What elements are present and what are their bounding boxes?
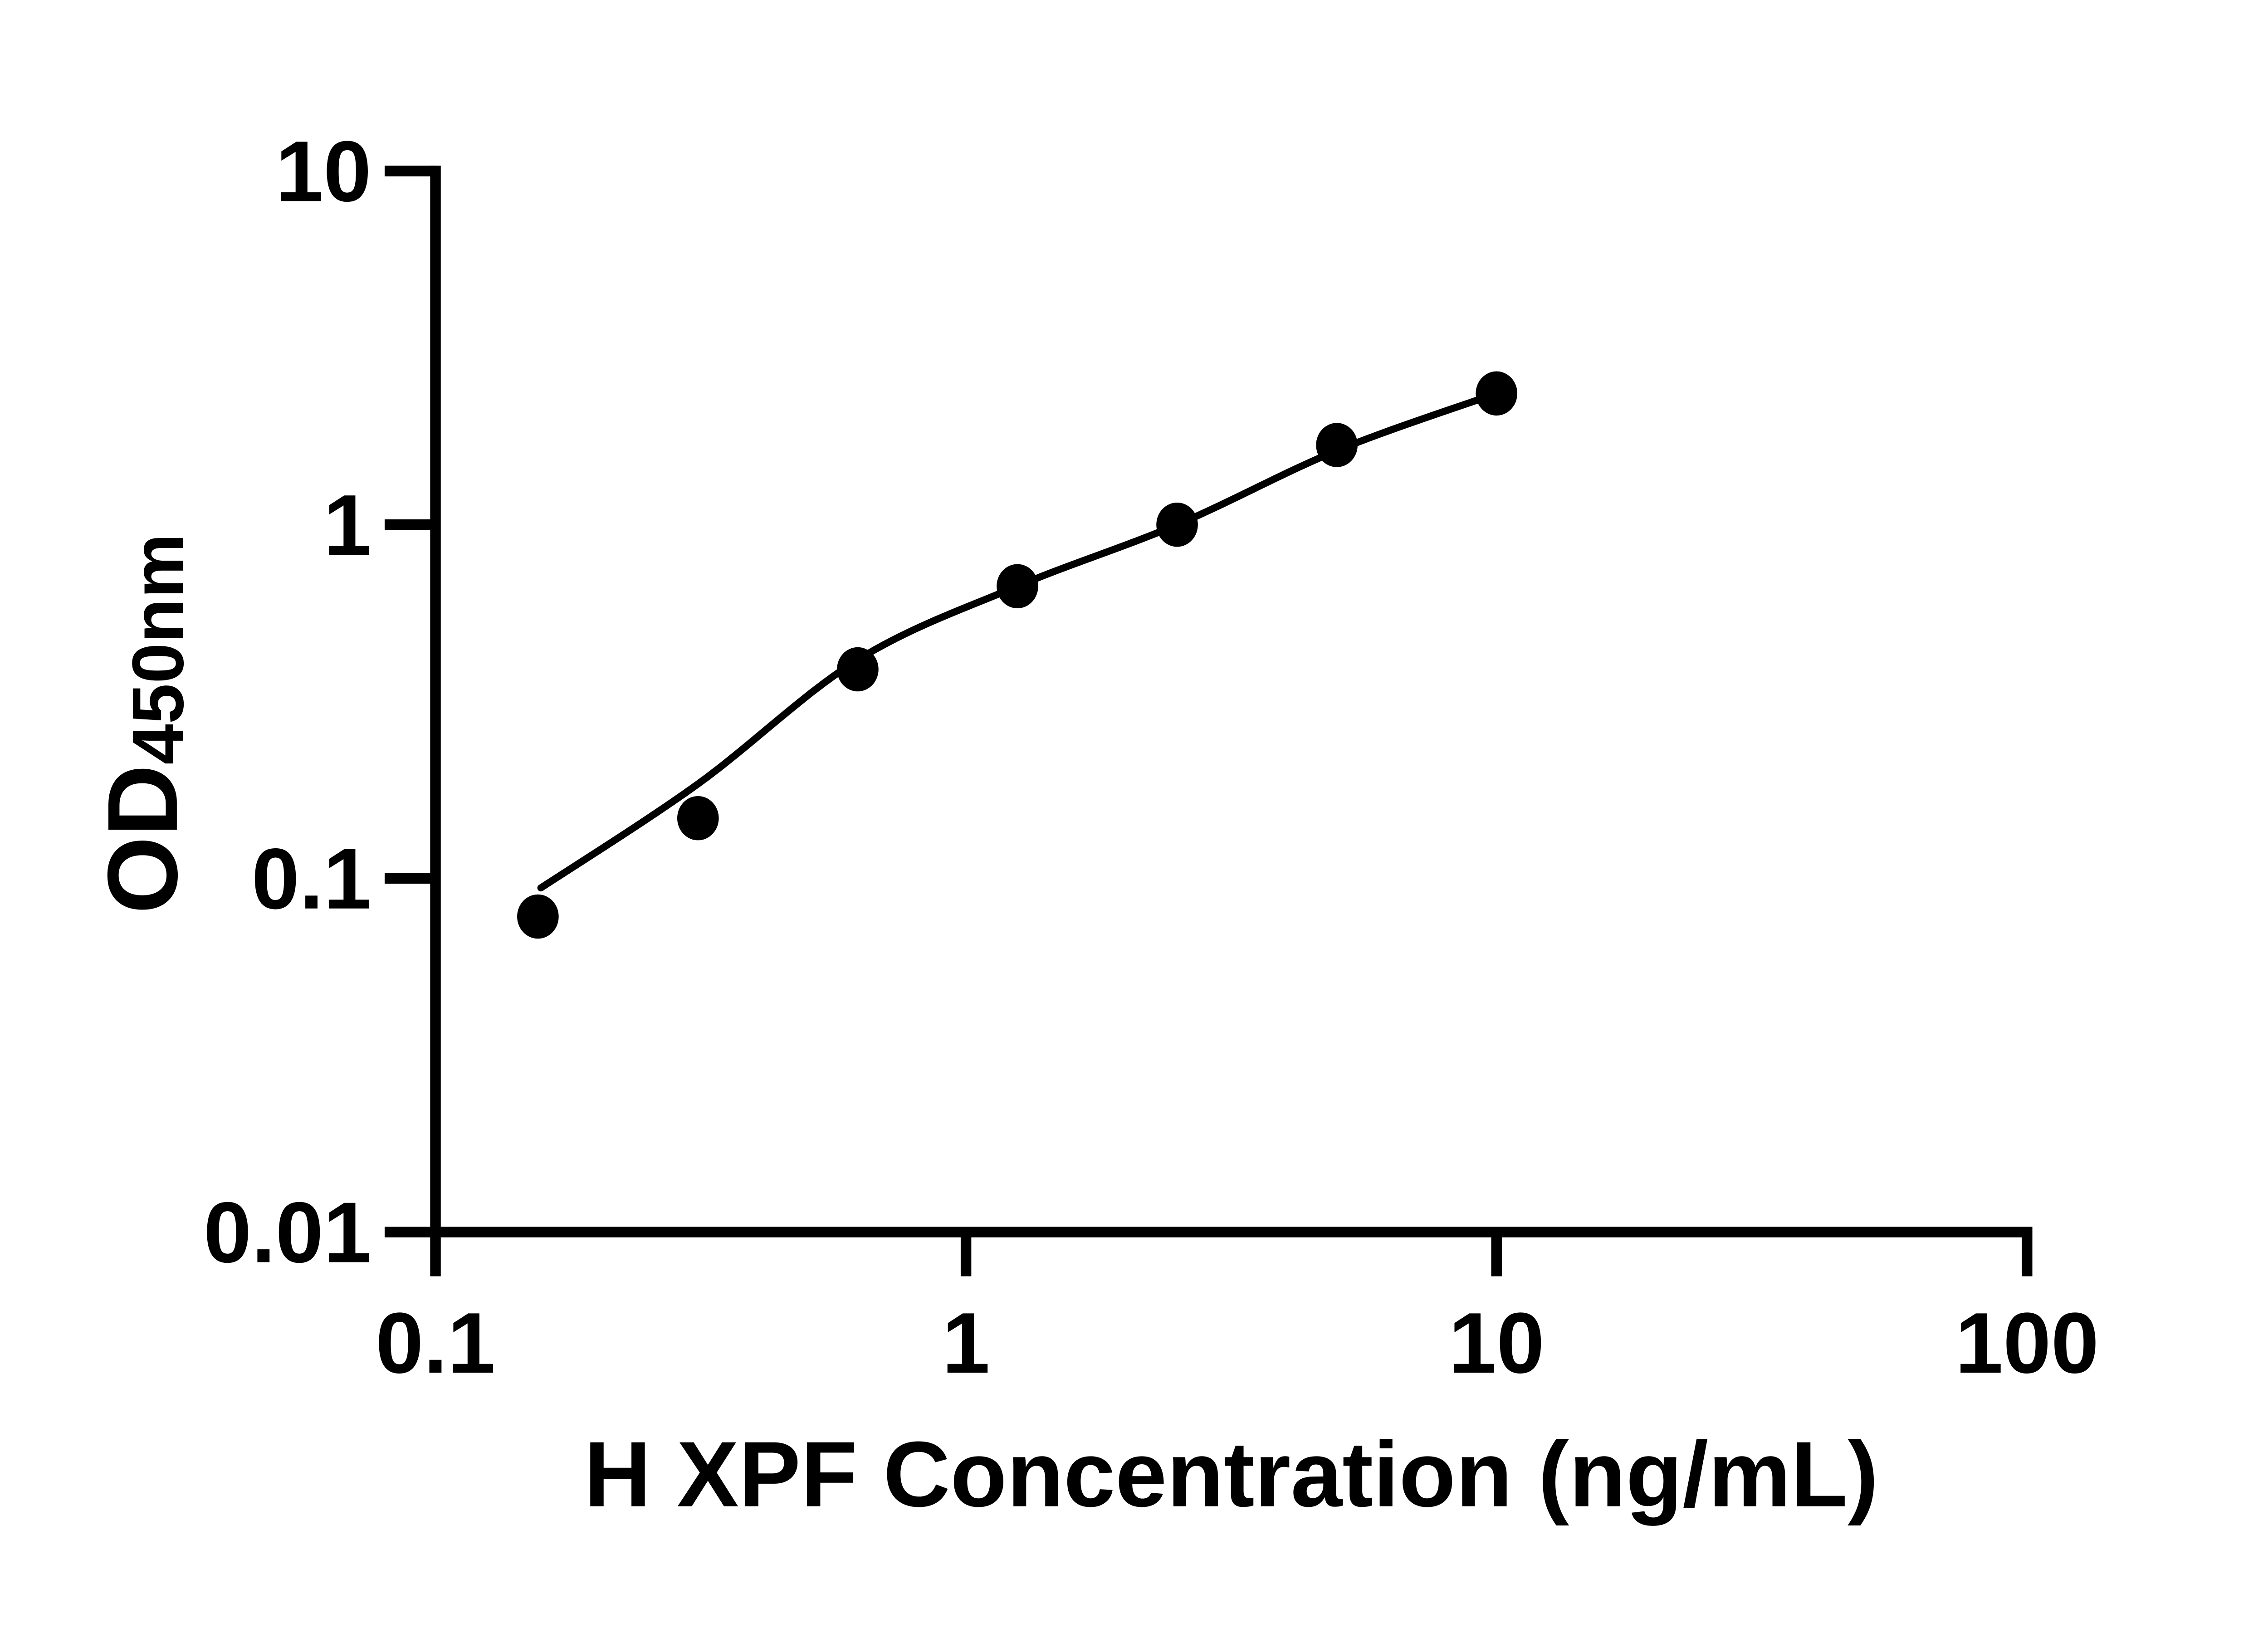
- data-point: [997, 564, 1038, 609]
- y-axis-title: OD450nm: [87, 533, 199, 914]
- y-tick-label: 0.01: [204, 1184, 371, 1281]
- y-tick-label: 1: [323, 477, 371, 573]
- data-point: [837, 647, 879, 692]
- x-tick-label: 10: [1449, 1295, 1545, 1391]
- axis-ticks: [384, 166, 2033, 1276]
- data-point: [517, 894, 559, 939]
- data-points: [517, 371, 1518, 939]
- x-tick-label: 100: [1955, 1295, 2099, 1391]
- x-axis-title: H XPF Concentration (ng/mL): [584, 1423, 1879, 1526]
- plot-background: [0, 20, 2268, 1613]
- y-tick-label: 0.1: [252, 831, 371, 927]
- data-point: [1476, 371, 1518, 416]
- x-tick-label: 0.1: [376, 1295, 495, 1391]
- data-point: [677, 796, 719, 841]
- data-point: [1156, 502, 1198, 547]
- y-axis-title-main: OD: [87, 765, 198, 914]
- data-point: [1316, 423, 1358, 467]
- x-tick-label: 1: [942, 1295, 990, 1391]
- y-tick-label: 10: [275, 123, 371, 220]
- axes: [430, 166, 2033, 1237]
- y-axis-title-subscript: 450nm: [117, 533, 199, 764]
